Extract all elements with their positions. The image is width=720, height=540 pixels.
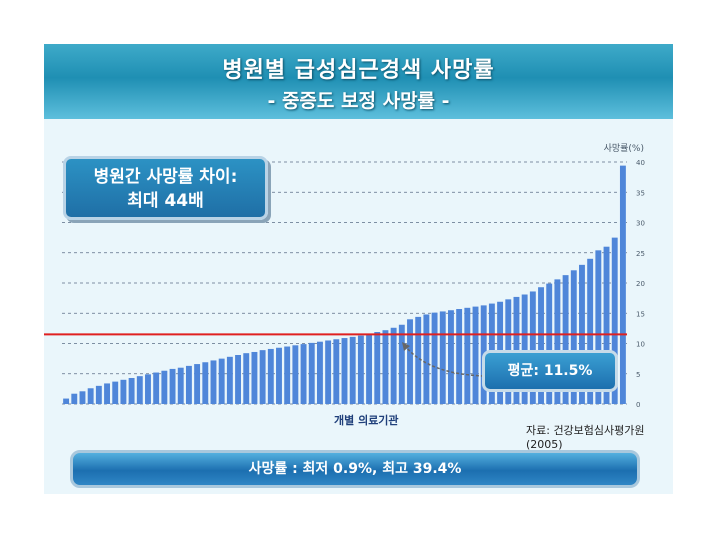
bar — [145, 374, 151, 404]
bar — [120, 379, 127, 404]
title-band: 병원별 급성심근경색 사망률 - 중증도 보정 사망률 - — [44, 44, 673, 119]
bar — [341, 338, 348, 404]
mean-badge: 평균: 11.5% — [482, 350, 618, 392]
bar — [161, 370, 168, 404]
bar — [194, 364, 201, 404]
bar — [611, 237, 618, 405]
bar — [251, 351, 258, 404]
bar — [529, 291, 536, 404]
bar — [104, 383, 110, 404]
bar — [235, 355, 241, 404]
callout-box: 병원간 사망률 차이: 최대 44배 — [63, 156, 268, 220]
bar — [95, 385, 102, 404]
bar — [243, 353, 250, 404]
mean-arrow-head — [402, 342, 410, 351]
bar — [267, 348, 274, 404]
bar — [374, 332, 381, 404]
bar — [202, 362, 209, 404]
bar — [292, 345, 299, 404]
bar — [79, 391, 86, 404]
bar — [308, 342, 315, 404]
y-tick-label: 5 — [636, 371, 640, 379]
bar — [185, 365, 192, 404]
y-tick-label: 30 — [636, 220, 645, 228]
summary-bar: 사망률 : 최저 0.9%, 최고 39.4% — [70, 450, 640, 488]
source-note: 자료: 건강보험심사평가원 (2005) — [526, 424, 645, 451]
bar — [587, 258, 594, 404]
bar — [423, 314, 430, 404]
bar — [259, 350, 266, 404]
bar — [71, 393, 78, 404]
bar — [63, 398, 70, 404]
bar — [177, 367, 184, 404]
bar — [603, 246, 610, 404]
bar — [546, 283, 553, 404]
y-tick-label: 0 — [636, 401, 640, 409]
bar — [570, 270, 577, 404]
y-tick-label: 35 — [636, 189, 645, 197]
bar — [366, 333, 373, 404]
bar — [472, 306, 479, 404]
slide-subtitle: - 중증도 보정 사망률 - — [267, 90, 450, 112]
bar — [415, 316, 422, 404]
bar — [169, 368, 176, 404]
bar — [464, 307, 471, 404]
callout-line1: 병원간 사망률 차이: — [93, 167, 238, 187]
y-tick-label: 25 — [636, 250, 645, 258]
bar — [300, 344, 307, 404]
bar-chart: 0 5 10 15 20 25 30 35 40 사망률(%) — [44, 143, 645, 409]
y-tick-label: 20 — [636, 280, 645, 288]
bar — [448, 310, 454, 404]
y-tick-label: 10 — [636, 341, 645, 349]
bar — [382, 330, 389, 404]
bar — [595, 250, 602, 404]
x-axis-label: 개별 의료기관 — [334, 414, 399, 427]
callout-line2: 최대 44배 — [127, 191, 204, 211]
bar — [390, 327, 397, 404]
mean-arrow — [405, 346, 485, 377]
bar — [153, 372, 160, 404]
bar — [562, 275, 569, 404]
bar — [521, 294, 528, 404]
bar — [439, 311, 446, 404]
bar — [316, 341, 323, 404]
slide-title: 병원별 급성심근경색 사망률 — [222, 58, 495, 83]
bar — [218, 358, 225, 405]
bar — [538, 287, 544, 404]
bars — [63, 165, 626, 405]
y-tick-labels: 0 5 10 15 20 25 30 35 40 — [636, 159, 645, 409]
bar — [210, 360, 217, 404]
bar — [398, 324, 405, 404]
bar — [333, 339, 340, 404]
bar — [128, 377, 135, 404]
bar — [226, 356, 233, 404]
bar — [87, 388, 94, 404]
bar — [619, 165, 626, 404]
bar — [431, 312, 438, 404]
bar — [112, 381, 119, 404]
bar — [357, 335, 364, 404]
bar — [136, 376, 143, 404]
bar — [349, 336, 356, 404]
bar — [456, 309, 463, 404]
y-axis-title: 사망률(%) — [604, 143, 644, 154]
bar — [407, 319, 413, 404]
slide: 병원별 급성심근경색 사망률 - 중증도 보정 사망률 - 0 5 10 15 20 25… — [44, 44, 673, 494]
bar — [276, 347, 282, 404]
bar — [554, 279, 561, 404]
bar — [325, 340, 332, 404]
y-tick-label: 40 — [636, 159, 645, 167]
bar — [284, 346, 291, 404]
y-tick-label: 15 — [636, 310, 645, 318]
